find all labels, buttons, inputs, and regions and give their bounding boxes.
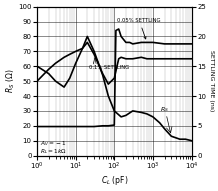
X-axis label: $C_L$ (pF): $C_L$ (pF) (100, 174, 128, 187)
Y-axis label: $R_S$ ($\Omega$): $R_S$ ($\Omega$) (4, 69, 17, 93)
Text: $R_L = 1k\Omega$: $R_L = 1k\Omega$ (40, 147, 67, 156)
Text: 0.1% SETTLING: 0.1% SETTLING (89, 65, 129, 70)
Y-axis label: SETTLING TIME (ns): SETTLING TIME (ns) (209, 50, 214, 112)
Text: 0.05% SETTLING: 0.05% SETTLING (117, 18, 161, 39)
Text: $A_V = -1$: $A_V = -1$ (40, 139, 67, 148)
Text: $R_S$: $R_S$ (160, 105, 169, 114)
